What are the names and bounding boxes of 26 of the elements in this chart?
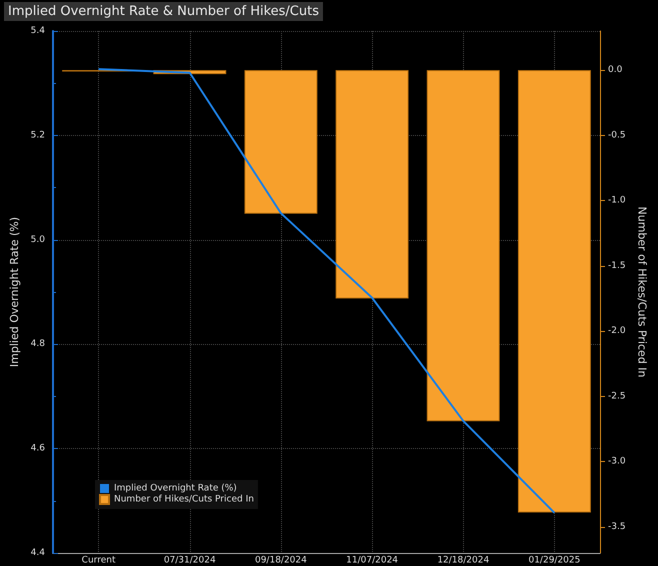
line-series <box>98 68 556 514</box>
y-tick-label: 4.4 <box>30 548 46 558</box>
y2-axis-title: Number of Hikes/Cuts Priced In <box>635 206 648 378</box>
y2-tick-label: -3.0 <box>608 456 626 467</box>
y-tick-label: 5.0 <box>30 234 46 245</box>
y2-tick-label: -2.5 <box>608 391 626 402</box>
y-tick-label: 5.4 <box>30 26 46 36</box>
x-tick-label: 07/31/2024 <box>164 556 216 566</box>
y-tick-label: 4.8 <box>30 339 46 350</box>
x-tick-label: 12/18/2024 <box>437 556 490 566</box>
y-tick-label: 4.6 <box>30 444 46 454</box>
x-tick-label: 11/07/2024 <box>346 556 398 566</box>
y-axis-title: Implied Overnight Rate (%) <box>8 216 21 368</box>
y-tick-label: 5.2 <box>30 130 45 140</box>
y2-tick-label: -1.0 <box>608 196 626 206</box>
y2-tick-label: -0.5 <box>608 130 626 140</box>
y2-tick-label: -2.0 <box>608 326 626 336</box>
legend-label: Implied Overnight Rate (%) <box>114 484 237 494</box>
chart-title: Implied Overnight Rate & Number of Hikes/Cuts <box>8 4 320 19</box>
legend-label: Number of Hikes/Cuts Priced In <box>114 494 254 504</box>
x-tick-label: 01/29/2025 <box>528 556 580 566</box>
x-tick-label: Current <box>82 556 116 566</box>
x-tick-label: 09/18/2024 <box>254 556 308 566</box>
y2-tick-label: -3.5 <box>608 522 626 532</box>
y2-tick-label: -1.5 <box>608 260 626 271</box>
y2-tick-label: 0.0 <box>608 65 623 76</box>
